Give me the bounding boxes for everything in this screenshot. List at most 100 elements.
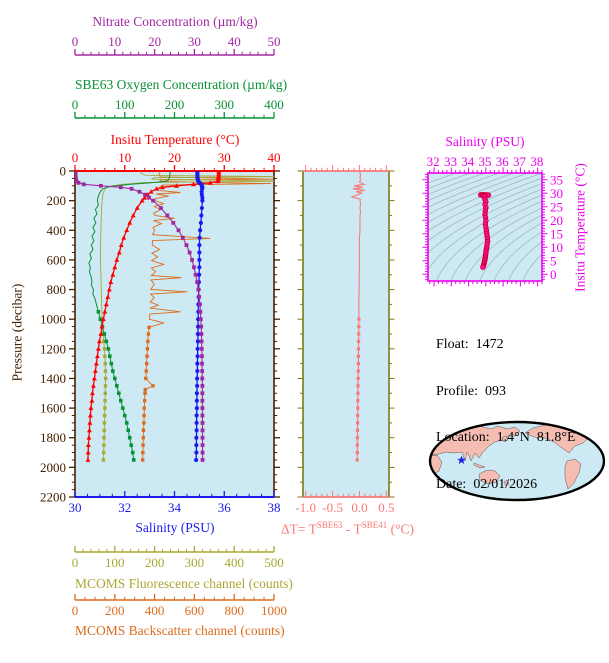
fluorescence-axis: 0 100 200 300 400 500 [72, 546, 284, 570]
float-info: Float: 1472 Profile: 093 Location: 1.4°N… [436, 306, 576, 523]
svg-text:34: 34 [168, 500, 182, 515]
delta-t-label-sup2: SBE41 [361, 520, 388, 530]
svg-text:200: 200 [165, 97, 185, 112]
svg-text:0: 0 [72, 603, 79, 618]
svg-text:200: 200 [105, 603, 125, 618]
svg-text:0: 0 [60, 164, 67, 179]
svg-text:35: 35 [550, 172, 563, 187]
svg-text:10: 10 [108, 34, 121, 49]
pressure-axis-title: Pressure (decibar) [9, 283, 25, 382]
svg-text:10: 10 [550, 240, 563, 255]
svg-text:0: 0 [72, 555, 79, 570]
salinity-axis-title: Salinity (PSU) [135, 520, 215, 535]
svg-text:1800: 1800 [40, 430, 66, 445]
delta-t-panel: -1.0 -0.5 0.0 0.5 [295, 165, 395, 515]
svg-text:10: 10 [118, 150, 131, 165]
density-contours [428, 173, 542, 281]
svg-text:300: 300 [185, 555, 205, 570]
svg-text:400: 400 [264, 97, 284, 112]
svg-text:20: 20 [168, 150, 181, 165]
svg-text:50: 50 [268, 34, 281, 49]
svg-text:32: 32 [118, 500, 131, 515]
svg-text:800: 800 [224, 603, 244, 618]
svg-text:400: 400 [145, 603, 165, 618]
svg-text:100: 100 [115, 97, 135, 112]
svg-text:1000: 1000 [40, 312, 66, 327]
svg-text:800: 800 [47, 282, 67, 297]
svg-text:34: 34 [461, 154, 475, 169]
delta-t-label-mid: - T [342, 521, 362, 537]
pressure-axis: 0 200 400 600 800 1000 1200 1400 1600 1800 2000 220… [40, 164, 280, 505]
temperature-axis-title: Insitu Temperature (°C) [110, 132, 240, 147]
svg-text:30: 30 [69, 500, 82, 515]
delta-t-label-prefix: ΔT= T [281, 521, 317, 537]
series-salinity [194, 171, 205, 463]
svg-text:-1.0: -1.0 [295, 500, 316, 515]
svg-text:20: 20 [148, 34, 161, 49]
svg-text:0: 0 [72, 97, 79, 112]
profile-series [75, 171, 274, 463]
float-info-line: Profile: 093 [436, 383, 506, 399]
svg-text:-0.5: -0.5 [322, 500, 343, 515]
svg-text:0: 0 [72, 150, 79, 165]
backscatter-axis: 0 200 400 600 800 1000 [72, 594, 287, 618]
svg-text:36: 36 [218, 500, 232, 515]
svg-text:0: 0 [550, 267, 557, 282]
svg-text:30: 30 [550, 186, 563, 201]
svg-text:0.0: 0.0 [351, 500, 367, 515]
svg-text:33: 33 [444, 154, 457, 169]
backscatter-axis-title: MCOMS Backscatter channel (counts) [75, 623, 285, 638]
nitrate-axis: 0 10 20 30 40 50 [72, 34, 281, 56]
series-mcoms-backscatter [140, 171, 274, 462]
temperature-axis: 0 10 20 30 40 [72, 150, 281, 172]
svg-text:600: 600 [185, 603, 205, 618]
svg-text:2200: 2200 [40, 490, 66, 505]
svg-text:400: 400 [224, 555, 244, 570]
delta-t-axis-title: ΔT= TSBE63 - TSBE41 (°C) [281, 518, 414, 537]
svg-text:1400: 1400 [40, 371, 66, 386]
series-nitrate [75, 171, 205, 462]
svg-text:300: 300 [215, 97, 235, 112]
svg-text:1000: 1000 [261, 603, 287, 618]
svg-text:37: 37 [513, 154, 527, 169]
svg-text:1600: 1600 [40, 401, 66, 416]
svg-text:200: 200 [145, 555, 165, 570]
svg-text:20: 20 [550, 213, 563, 228]
svg-text:1200: 1200 [40, 341, 66, 356]
svg-text:38: 38 [530, 154, 543, 169]
float-info-line: Float: 1472 [436, 337, 504, 352]
svg-text:25: 25 [550, 199, 563, 214]
delta-t-label-sup1: SBE63 [316, 520, 343, 530]
svg-text:38: 38 [268, 500, 281, 515]
svg-text:600: 600 [47, 252, 67, 267]
svg-text:100: 100 [105, 555, 125, 570]
svg-text:500: 500 [264, 555, 284, 570]
svg-text:5: 5 [550, 253, 557, 268]
svg-text:200: 200 [47, 193, 67, 208]
svg-text:35: 35 [479, 154, 492, 169]
svg-text:30: 30 [218, 150, 231, 165]
delta-t-label-suffix: (°C) [387, 521, 414, 537]
oxygen-axis-title: SBE63 Oxygen Concentration (µm/kg) [75, 77, 288, 92]
ts-salinity-axis-title: Salinity (PSU) [445, 134, 525, 149]
ts-points [477, 191, 492, 270]
svg-text:0: 0 [72, 34, 79, 49]
svg-text:0.5: 0.5 [378, 500, 394, 515]
float-location-marker [457, 455, 466, 464]
svg-text:30: 30 [188, 34, 201, 49]
salinity-axis: 30 32 34 36 38 [69, 491, 281, 515]
svg-text:2000: 2000 [40, 460, 66, 475]
svg-text:32: 32 [427, 154, 440, 169]
svg-text:400: 400 [47, 223, 67, 238]
svg-text:36: 36 [496, 154, 510, 169]
svg-text:15: 15 [550, 226, 563, 241]
ts-temperature-axis-title: Insitu Temperature (°C) [572, 163, 588, 292]
series-delta-t [350, 171, 367, 462]
float-info-line: Location: 1.4°N 81.8°E [436, 430, 576, 445]
fluorescence-axis-title: MCOMS Fluorescence channel (counts) [75, 576, 293, 591]
svg-text:40: 40 [268, 150, 281, 165]
world-map [428, 420, 606, 502]
